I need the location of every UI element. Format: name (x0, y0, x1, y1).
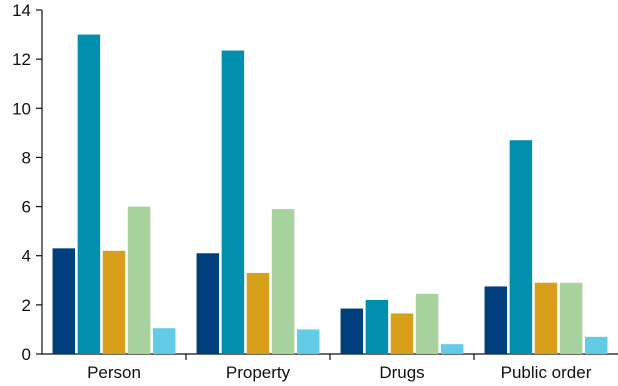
bar-person-series-5 (152, 328, 176, 354)
x-category-label: Public order (501, 363, 592, 382)
y-tick-label: 8 (22, 148, 31, 167)
bar-property-series-1 (196, 253, 220, 354)
bar-public-order-series-4 (559, 282, 583, 354)
bar-public-order-series-3 (534, 282, 558, 354)
y-tick-label: 0 (22, 345, 31, 364)
y-tick-label: 2 (22, 296, 31, 315)
bar-person-series-2 (77, 34, 101, 354)
y-tick-label: 4 (22, 247, 31, 266)
y-axis: 0 2 4 6 8 10 12 14 (12, 1, 43, 364)
y-tick-label: 12 (12, 50, 31, 69)
y-tick-label: 14 (12, 1, 31, 20)
bar-drugs-series-4 (415, 293, 439, 354)
bar-property-series-5 (296, 329, 320, 354)
bar-drugs-series-5 (440, 344, 464, 354)
x-category-label: Property (226, 363, 291, 382)
x-category-label: Drugs (379, 363, 424, 382)
bar-public-order-series-5 (584, 336, 608, 354)
bar-drugs-series-3 (390, 313, 414, 354)
bar-property-series-2 (221, 50, 245, 354)
bar-public-order-series-1 (484, 286, 508, 354)
bar-public-order-series-2 (509, 140, 533, 354)
y-tick-label: 6 (22, 198, 31, 217)
x-category-label: Person (87, 363, 141, 382)
bar-property-series-4 (271, 209, 295, 354)
bar-person-series-3 (102, 250, 126, 354)
bar-drugs-series-1 (340, 308, 364, 354)
bar-property-series-3 (246, 272, 270, 354)
bar-drugs-series-2 (365, 299, 389, 354)
x-axis: Person Property Drugs Public order (42, 353, 618, 382)
bars (52, 34, 608, 354)
y-tick-label: 10 (12, 99, 31, 118)
bar-person-series-4 (127, 206, 151, 354)
bar-person-series-1 (52, 248, 76, 354)
